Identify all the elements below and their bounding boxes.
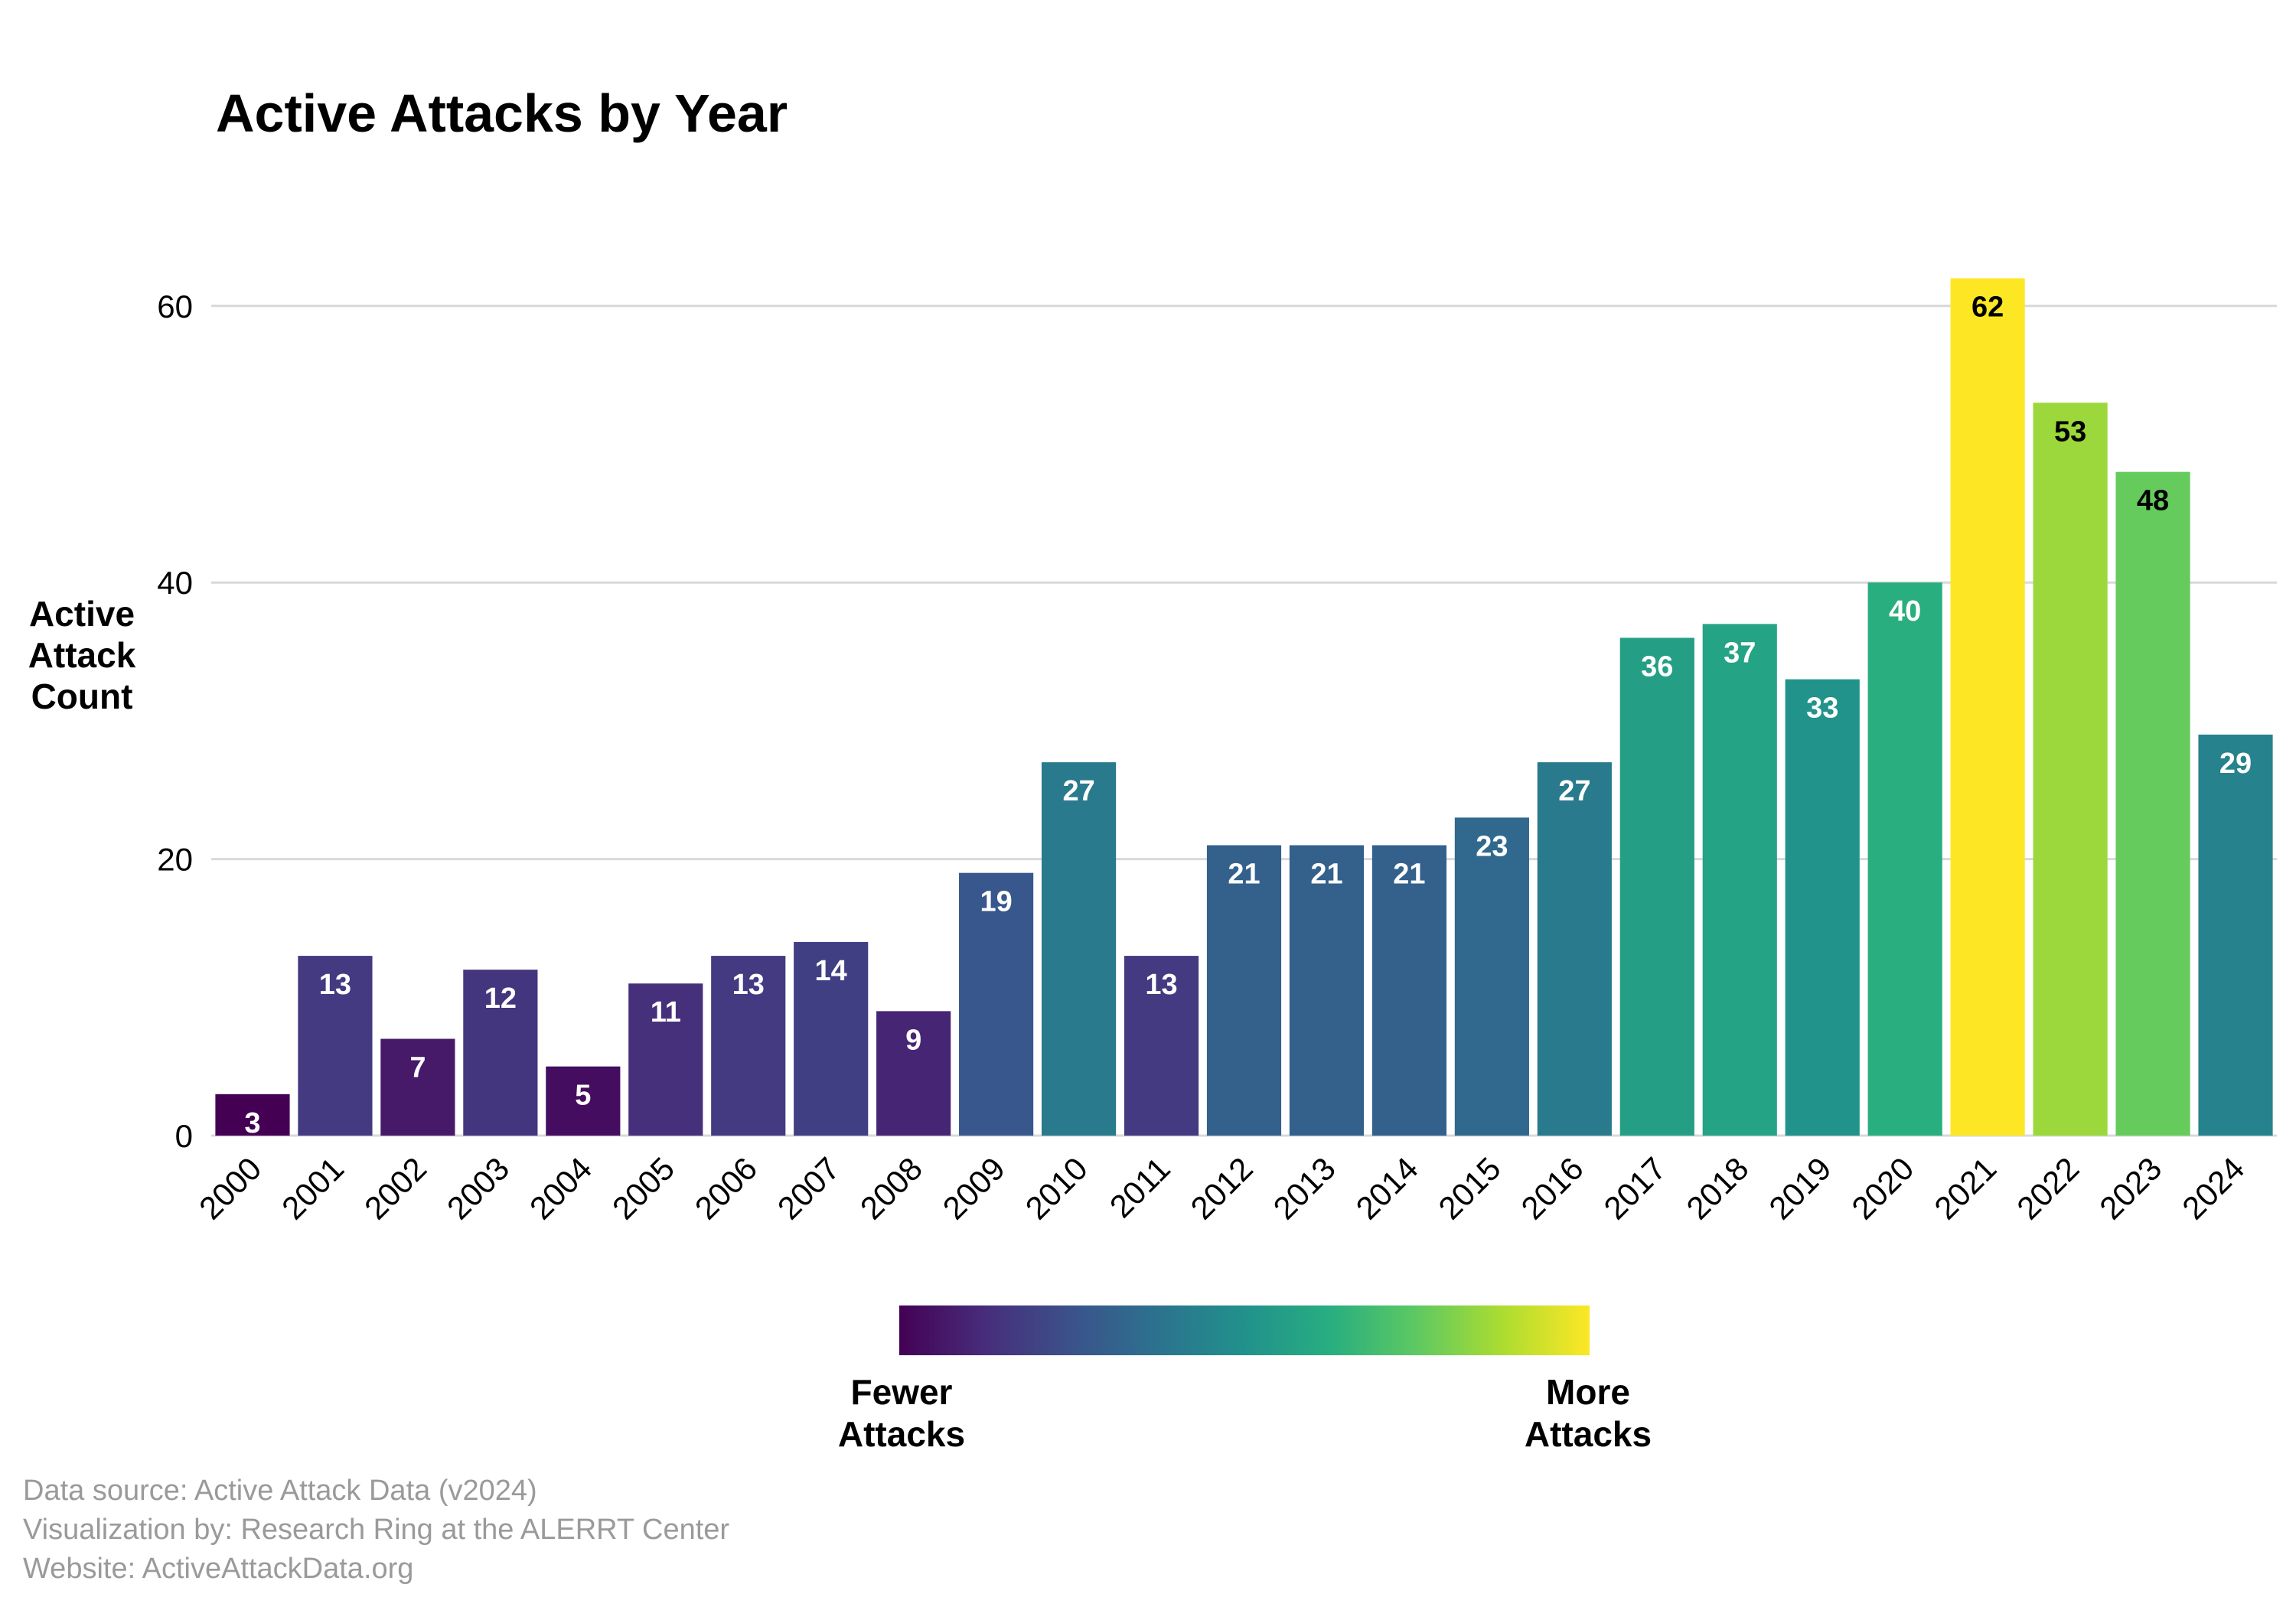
colorbar xyxy=(899,1305,1590,1355)
bar-2019 xyxy=(1785,679,1860,1136)
bar-2015 xyxy=(1454,817,1529,1136)
data-labels: 3 13 7 12 5 11 13 14 9 19 27 13 21 21 21 23 27 36 37 33 40 62… xyxy=(244,292,2252,1139)
y-tick-label: 0 xyxy=(175,1118,193,1154)
data-label-2003: 12 xyxy=(484,983,517,1015)
bar-2005 xyxy=(628,983,703,1136)
y-axis-label-line-3: Count xyxy=(31,676,133,716)
x-tick-label-2013: 2013 xyxy=(1267,1150,1342,1226)
data-label-2018: 37 xyxy=(1724,637,1756,669)
data-label-2014: 21 xyxy=(1393,859,1425,891)
legend-low-label-line-1: Fewer xyxy=(851,1372,953,1412)
data-label-2017: 36 xyxy=(1641,650,1673,683)
caption: Data source: Active Attack Data (v2024) … xyxy=(23,1475,729,1585)
x-tick-label-2009: 2009 xyxy=(936,1150,1012,1226)
x-tick-label-2011: 2011 xyxy=(1103,1150,1177,1224)
data-label-2011: 13 xyxy=(1145,969,1177,1001)
x-tick-label-2000: 2000 xyxy=(192,1150,268,1226)
legend-high-label-line-1: More xyxy=(1546,1372,1630,1412)
data-label-2004: 5 xyxy=(575,1080,591,1112)
y-tick-label: 20 xyxy=(157,842,193,878)
x-tick-label-2007: 2007 xyxy=(771,1150,846,1226)
data-label-2002: 7 xyxy=(409,1052,426,1084)
data-label-2022: 53 xyxy=(2054,416,2086,448)
y-axis-ticks: 0 20 40 60 xyxy=(157,288,193,1154)
x-tick-label-2006: 2006 xyxy=(688,1150,764,1226)
bar-2002 xyxy=(380,1038,455,1136)
y-axis-label-line-1: Active xyxy=(29,594,135,634)
bars xyxy=(215,278,2273,1136)
bar-2010 xyxy=(1041,762,1117,1136)
bar-2018 xyxy=(1702,624,1777,1136)
bar-2011 xyxy=(1124,956,1199,1136)
x-tick-label-2015: 2015 xyxy=(1431,1150,1507,1226)
data-label-2001: 13 xyxy=(319,969,351,1001)
bar-2023 xyxy=(2115,471,2190,1136)
chart-title: Active Attacks by Year xyxy=(216,83,788,143)
x-tick-label-2017: 2017 xyxy=(1596,1150,1672,1226)
data-label-2009: 19 xyxy=(980,886,1012,918)
x-tick-label-2020: 2020 xyxy=(1844,1150,1920,1226)
y-tick-label: 40 xyxy=(157,565,193,601)
bar-2007 xyxy=(794,942,869,1136)
y-axis-label: Active Attack Count xyxy=(28,594,136,716)
x-axis-ticks: 2000 2001 2002 2003 2004 2005 2006 2007 2008 2009… xyxy=(192,1150,2251,1226)
legend-high-label-line-2: Attacks xyxy=(1525,1414,1652,1454)
color-legend: Fewer Attacks More Attacks xyxy=(838,1305,1652,1454)
data-label-2006: 13 xyxy=(732,969,765,1001)
x-tick-label-2024: 2024 xyxy=(2175,1150,2251,1226)
data-label-2005: 11 xyxy=(651,996,681,1028)
x-tick-label-2012: 2012 xyxy=(1184,1150,1260,1226)
x-tick-label-2005: 2005 xyxy=(605,1150,681,1226)
caption-visualization-by: Visualization by: Research Ring at the A… xyxy=(23,1514,729,1546)
x-tick-label-2016: 2016 xyxy=(1514,1150,1590,1226)
x-tick-label-2003: 2003 xyxy=(440,1150,516,1226)
data-label-2007: 14 xyxy=(815,955,847,987)
bar-2016 xyxy=(1537,762,1612,1136)
x-tick-label-2014: 2014 xyxy=(1349,1150,1424,1226)
legend-low-label-line-2: Attacks xyxy=(838,1414,965,1454)
data-label-2000: 3 xyxy=(244,1107,260,1139)
bar-2020 xyxy=(1867,582,1942,1136)
data-label-2020: 40 xyxy=(1889,595,1921,627)
x-tick-label-2019: 2019 xyxy=(1762,1150,1838,1226)
x-tick-label-2018: 2018 xyxy=(1679,1150,1755,1226)
caption-website: Website: ActiveAttackData.org xyxy=(23,1553,413,1585)
bar-2021 xyxy=(1950,278,2025,1136)
y-axis-label-line-2: Attack xyxy=(28,635,136,675)
data-label-2021: 62 xyxy=(1971,292,2004,324)
bar-2004 xyxy=(546,1066,621,1136)
bar-2009 xyxy=(959,872,1034,1136)
bar-2008 xyxy=(876,1011,951,1136)
data-label-2012: 21 xyxy=(1228,859,1260,891)
data-label-2015: 23 xyxy=(1476,830,1508,862)
bar-2022 xyxy=(2033,403,2108,1136)
x-tick-label-2010: 2010 xyxy=(1019,1150,1094,1226)
x-tick-label-2023: 2023 xyxy=(2092,1150,2168,1226)
bar-2024 xyxy=(2198,734,2273,1136)
data-label-2023: 48 xyxy=(2137,485,2169,517)
bar-2017 xyxy=(1619,637,1694,1136)
x-tick-label-2008: 2008 xyxy=(853,1150,929,1226)
data-label-2019: 33 xyxy=(1806,693,1838,725)
x-tick-label-2022: 2022 xyxy=(2010,1150,2086,1226)
bar-2012 xyxy=(1206,845,1282,1136)
bar-2003 xyxy=(463,970,538,1136)
y-tick-label: 60 xyxy=(157,288,193,324)
bar-2014 xyxy=(1371,845,1447,1136)
caption-data-source: Data source: Active Attack Data (v2024) xyxy=(23,1475,537,1507)
x-tick-label-2021: 2021 xyxy=(1927,1150,2003,1226)
x-tick-label-2002: 2002 xyxy=(357,1150,433,1226)
bar-2013 xyxy=(1289,845,1365,1136)
bar-2001 xyxy=(298,956,373,1136)
x-tick-label-2001: 2001 xyxy=(275,1150,351,1226)
data-label-2024: 29 xyxy=(2219,748,2252,780)
bar-2000 xyxy=(215,1094,290,1136)
data-label-2008: 9 xyxy=(905,1024,921,1056)
bar-2006 xyxy=(711,956,786,1136)
x-tick-label-2004: 2004 xyxy=(523,1150,598,1226)
data-label-2010: 27 xyxy=(1062,775,1094,807)
data-label-2013: 21 xyxy=(1310,859,1342,891)
data-label-2016: 27 xyxy=(1558,775,1590,807)
